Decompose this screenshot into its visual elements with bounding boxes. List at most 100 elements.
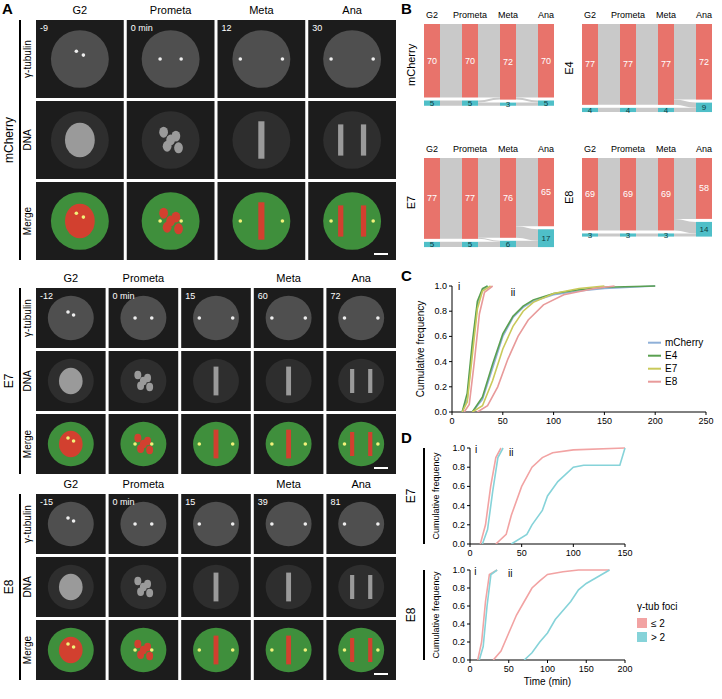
cell <box>48 565 94 609</box>
time-stamp: -9 <box>40 23 48 33</box>
x-tick <box>625 660 626 663</box>
chromatid-set <box>361 205 366 236</box>
micrograph <box>254 557 324 617</box>
cell <box>266 296 312 340</box>
bar <box>658 24 674 105</box>
y-tick <box>449 412 452 413</box>
data-label: 69 <box>623 189 633 199</box>
micrograph <box>218 101 306 179</box>
data-label: 3 <box>588 231 593 240</box>
x-tick-label: 50 <box>517 548 527 558</box>
flow <box>516 241 538 247</box>
cell <box>338 565 384 609</box>
centrosome <box>270 316 274 320</box>
chromatid-set <box>350 638 354 662</box>
legend-swatch <box>648 355 661 357</box>
cell <box>48 359 94 403</box>
micrograph <box>326 620 396 680</box>
micrograph <box>109 351 179 411</box>
y-tick-label: 0.6 <box>452 601 465 611</box>
data-label: 77 <box>585 59 595 69</box>
stage-label: Ana <box>538 10 554 20</box>
panel-letter: A <box>2 0 13 17</box>
channel-label: DNA <box>22 370 33 391</box>
sankey: mCherryG2PrometaMetaAna705705723705 <box>405 10 554 109</box>
y-tick-label: 0.4 <box>452 619 465 629</box>
chromosome <box>159 127 168 138</box>
data-label: 69 <box>585 189 595 199</box>
cell <box>48 422 94 466</box>
chromosome <box>174 223 183 234</box>
micrograph <box>36 557 106 617</box>
cell <box>51 192 109 250</box>
x-axis-title: Time (min) <box>524 676 571 687</box>
centrosome <box>376 648 380 652</box>
sankey-title: E8 <box>563 191 575 204</box>
chart-title: E7 <box>404 488 418 503</box>
centrosome <box>281 57 285 61</box>
chromosome <box>134 577 141 585</box>
micrograph <box>127 101 215 179</box>
sankey: E7G2PrometaMetaAna7757757666517 <box>405 144 554 249</box>
stage-header: G2 <box>73 4 88 16</box>
time-stamp: 72 <box>330 291 340 301</box>
stage-header: Prometa <box>123 272 165 284</box>
micrograph <box>109 414 179 474</box>
y-tick <box>467 570 470 571</box>
flow <box>478 238 500 242</box>
data-label: 5 <box>430 99 435 108</box>
y-tick-label: 0.6 <box>452 481 465 491</box>
stage-header: Prometa <box>123 478 165 490</box>
chromatid-set <box>368 369 372 393</box>
nucleus <box>59 368 83 394</box>
x-tick <box>573 544 574 547</box>
cell <box>338 628 384 672</box>
data-label: 6 <box>506 240 511 249</box>
micrograph <box>109 494 179 554</box>
micrograph <box>308 101 396 179</box>
micrograph <box>218 182 306 260</box>
y-tick-label: 0.8 <box>452 462 465 472</box>
x-tick-label: 100 <box>546 416 561 426</box>
chromatid-set <box>361 124 366 155</box>
y-tick-label: 0.2 <box>434 382 447 392</box>
centrosome <box>66 310 70 314</box>
centrosome <box>72 645 76 649</box>
stage-label: Ana <box>696 10 712 20</box>
x-tick <box>502 412 503 415</box>
cell <box>193 359 239 403</box>
centrosome <box>150 522 154 526</box>
y-tick <box>467 448 470 449</box>
data-label: 5 <box>468 99 473 108</box>
time-stamp: 12 <box>222 23 232 33</box>
time-stamp: 81 <box>330 497 340 507</box>
metaphase-plate <box>214 367 219 396</box>
micrograph-group: G2PrometaMetaAnaE7γ-tubulin-120 min15607… <box>2 272 396 474</box>
data-label: 3 <box>626 231 631 240</box>
flow <box>478 24 500 98</box>
centrosome <box>343 648 347 652</box>
annotation: ii <box>508 568 512 579</box>
flow <box>478 98 500 103</box>
data-label: 70 <box>541 56 551 66</box>
cell <box>142 30 200 88</box>
micrograph <box>326 288 396 348</box>
nucleus <box>65 123 95 157</box>
chromosome <box>166 216 175 227</box>
centrosome <box>66 642 70 646</box>
flow <box>440 242 462 247</box>
micrograph-group: G2PrometaMetaAnaE8γ-tubulin-150 min15398… <box>2 478 396 680</box>
y-tick-label: 0.0 <box>452 655 465 665</box>
bar <box>620 158 636 230</box>
cell <box>142 192 200 250</box>
micrograph <box>36 620 106 680</box>
x-tick-label: 50 <box>504 664 514 674</box>
y-axis-title: Cumulative frequency <box>415 301 426 398</box>
centrosome <box>343 316 347 320</box>
legend-title: γ-tub foci <box>637 601 678 612</box>
cell <box>266 359 312 403</box>
cell <box>142 111 200 169</box>
cell <box>193 296 239 340</box>
cell <box>266 565 312 609</box>
plot-area <box>480 448 625 544</box>
